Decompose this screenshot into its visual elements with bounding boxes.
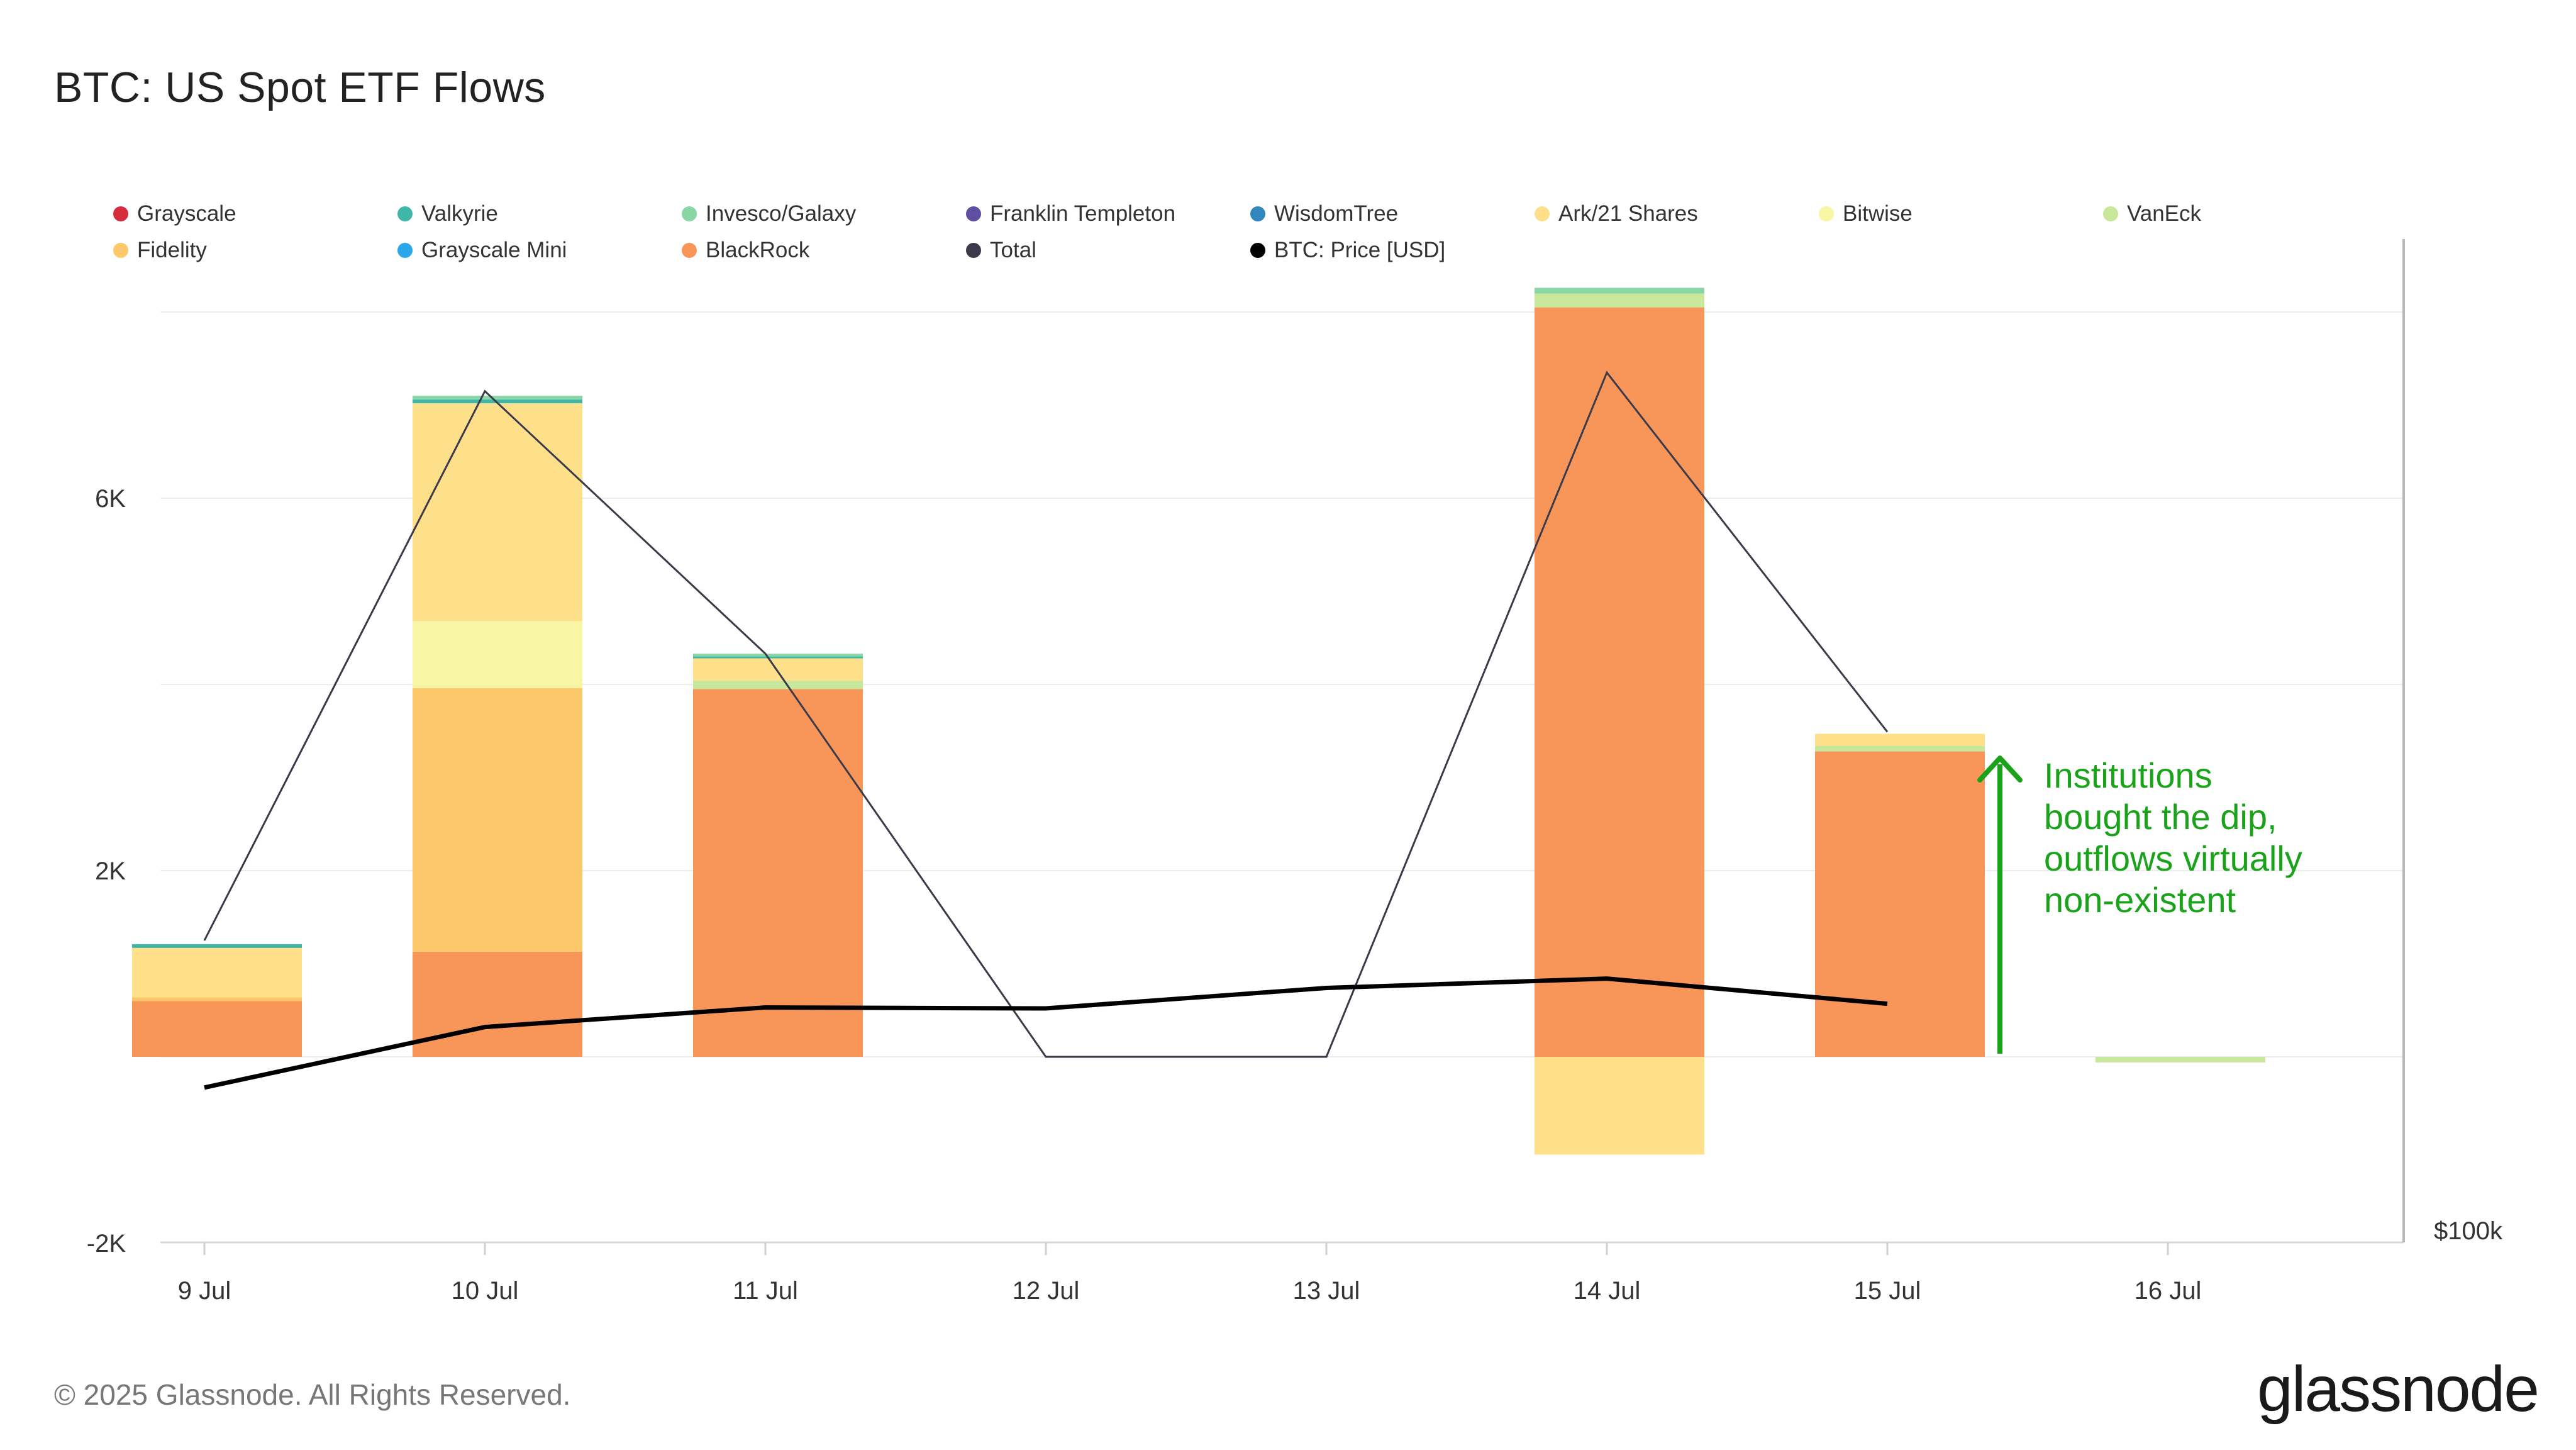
legend-dot-icon	[113, 243, 128, 258]
bar-blackrock-0	[132, 1001, 302, 1057]
bar-blackrock-1	[413, 951, 582, 1057]
legend-dot-icon	[682, 243, 697, 258]
legend-item-invesco-galaxy[interactable]: Invesco/Galaxy	[682, 201, 856, 226]
legend-dot-icon	[1819, 206, 1834, 221]
legend-label: BTC: Price [USD]	[1274, 238, 1446, 262]
x-tick-label: 14 Jul	[1574, 1277, 1641, 1305]
legend-item-grayscale[interactable]: Grayscale	[113, 201, 236, 226]
copyright-footer: © 2025 Glassnode. All Rights Reserved.	[54, 1378, 571, 1411]
annotation-text: Institutions bought the dip, outflows vi…	[2044, 755, 2396, 921]
legend-label: VanEck	[2127, 201, 2202, 226]
bar-valkyrie-1	[413, 399, 582, 404]
legend-item-fidelity[interactable]: Fidelity	[113, 238, 207, 263]
legend-item-btc-price-usd-[interactable]: BTC: Price [USD]	[1250, 238, 1445, 263]
legend-label: Invesco/Galaxy	[706, 201, 857, 226]
legend-dot-icon	[966, 243, 981, 258]
legend-dot-icon	[1250, 243, 1265, 258]
legend-label: Ark/21 Shares	[1558, 201, 1698, 226]
annotation-arrow	[1977, 756, 2023, 1054]
x-tick-label: 12 Jul	[1013, 1277, 1080, 1305]
bar-invesco-galaxy-1	[413, 396, 582, 400]
annotation-line-4: non-existent	[2044, 880, 2236, 920]
x-tick-label: 13 Jul	[1293, 1277, 1360, 1305]
legend-dot-icon	[397, 206, 413, 221]
x-tick-label: 11 Jul	[733, 1277, 798, 1305]
legend-item-ark-21-shares[interactable]: Ark/21 Shares	[1535, 201, 1698, 226]
bar-blackrock-2	[693, 689, 863, 1057]
x-tick-label: 10 Jul	[452, 1277, 519, 1305]
legend-label: Total	[990, 238, 1036, 262]
bar-vaneck-6	[1815, 745, 1985, 752]
bar-ark-21-shares-0	[132, 947, 302, 998]
glassnode-logo: glassnode	[2257, 1353, 2540, 1425]
bar-vaneck-7	[2096, 1057, 2265, 1062]
legend-label: Franklin Templeton	[990, 201, 1176, 226]
y-tick-label: 2K	[95, 857, 126, 885]
y-tick-label: -2K	[87, 1230, 126, 1258]
legend-item-grayscale-mini[interactable]: Grayscale Mini	[397, 238, 567, 263]
bar-ark-21-shares-6	[1815, 733, 1985, 746]
chart-title: BTC: US Spot ETF Flows	[54, 64, 546, 111]
bar-ark-21-shares-1	[413, 403, 582, 622]
x-tick-label: 9 Jul	[178, 1277, 231, 1305]
tick-labels: 9 Jul 10 Jul 11 Jul 12 Jul 13 Jul 14 Jul 15 Ju…	[87, 485, 2503, 1305]
bar-fidelity-1	[413, 688, 582, 952]
btc-price-line	[204, 976, 1888, 1090]
total-line	[203, 371, 1889, 1058]
bar-blackrock-5	[1535, 307, 1704, 1057]
bar-bitwise-1	[413, 621, 582, 688]
legend-item-wisdomtree[interactable]: WisdomTree	[1250, 201, 1398, 226]
right-axis-label: $100k	[2434, 1217, 2503, 1245]
legend-label: WisdomTree	[1274, 201, 1399, 226]
bar-valkyrie-0	[132, 944, 302, 948]
legend-dot-icon	[113, 206, 128, 221]
x-tick-label: 15 Jul	[1854, 1277, 1921, 1305]
x-tick-label: 16 Jul	[2135, 1277, 2202, 1305]
arrow-up-icon	[1977, 756, 2023, 783]
legend-item-bitwise[interactable]: Bitwise	[1819, 201, 1913, 226]
legend-label: Bitwise	[1843, 201, 1913, 226]
legend-label: Fidelity	[137, 238, 207, 262]
annotation-line-1: Institutions	[2044, 756, 2212, 795]
bar-invesco-galaxy-2	[693, 654, 863, 657]
bar-ark-21-shares-2	[693, 658, 863, 681]
legend-item-vaneck[interactable]: VanEck	[2103, 201, 2201, 226]
legend: Grayscale Valkyrie Invesco/Galaxy Franklin …	[113, 201, 2440, 283]
bar-vaneck-5	[1535, 293, 1704, 308]
annotation-line-2: bought the dip,	[2044, 797, 2277, 837]
legend-label: Grayscale Mini	[421, 238, 567, 262]
y-tick-label: 6K	[95, 485, 126, 513]
legend-dot-icon	[1535, 206, 1550, 221]
bar-valkyrie-2	[693, 656, 863, 659]
legend-dot-icon	[397, 243, 413, 258]
legend-item-valkyrie[interactable]: Valkyrie	[397, 201, 498, 226]
legend-label: Grayscale	[137, 201, 236, 226]
bar-invesco-galaxy-5	[1535, 287, 1704, 294]
legend-item-blackrock[interactable]: BlackRock	[682, 238, 809, 263]
legend-label: BlackRock	[706, 238, 810, 262]
bar-fidelity-0	[132, 997, 302, 1001]
bar-blackrock-6	[1815, 751, 1985, 1057]
annotation-line-3: outflows virtually	[2044, 839, 2302, 878]
legend-label: Valkyrie	[421, 201, 498, 226]
legend-dot-icon	[1250, 206, 1265, 221]
series-lines	[203, 371, 1889, 1090]
legend-dot-icon	[2103, 206, 2118, 221]
legend-item-total[interactable]: Total	[966, 238, 1036, 263]
legend-item-franklin-templeton[interactable]: Franklin Templeton	[966, 201, 1175, 226]
legend-dot-icon	[682, 206, 697, 221]
legend-dot-icon	[966, 206, 981, 221]
bar-vaneck-2	[693, 681, 863, 689]
bars	[132, 287, 2265, 1155]
bar-ark-21-shares-5	[1535, 1057, 1704, 1155]
axes	[160, 239, 2405, 1255]
